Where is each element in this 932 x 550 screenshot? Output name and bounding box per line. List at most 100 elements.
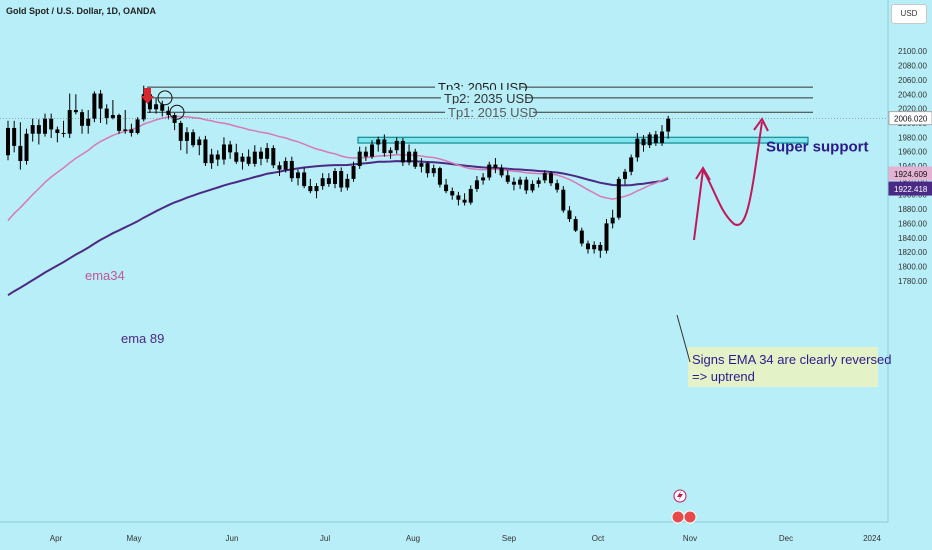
y-tick-label: 1840.00: [898, 234, 927, 243]
time-axis: Apr May Jun Jul Aug Sep Oct Nov Dec 2024: [50, 534, 882, 543]
x-tick-label: Oct: [592, 534, 605, 543]
candle-body: [425, 163, 430, 174]
x-tick-label: Nov: [683, 534, 697, 543]
candle-body: [246, 156, 251, 164]
candle-body: [191, 132, 196, 146]
candle-body: [419, 163, 424, 167]
y-tick-label: 1780.00: [898, 277, 927, 286]
candle-body: [123, 129, 128, 131]
y-tick-label: 1860.00: [898, 219, 927, 228]
candle-body: [573, 219, 578, 231]
candle-body: [456, 195, 461, 200]
candle-body: [141, 94, 146, 120]
x-tick-label: 2024: [863, 534, 881, 543]
price-axis: 1780.00 1800.00 1820.00 1840.00 1860.00 1880.…: [0, 47, 932, 286]
candle-body: [209, 154, 214, 164]
candle-body: [462, 199, 467, 203]
candle-body: [666, 118, 671, 132]
candle-body: [117, 115, 122, 131]
candle-body: [542, 173, 547, 181]
y-tick-label: 1940.00: [898, 162, 927, 171]
lightning-glyph-icon: [677, 491, 683, 501]
price-tag-last: [888, 111, 932, 126]
candle-body: [184, 132, 189, 141]
candle-body: [110, 115, 115, 118]
candle-body: [73, 110, 78, 113]
candle-body: [197, 139, 202, 146]
candle-body: [302, 172, 307, 187]
y-tick-label: 2100.00: [898, 47, 927, 56]
candle-body: [524, 179, 529, 191]
y-tick-label: 1920.00: [898, 176, 927, 185]
candle-body: [55, 129, 60, 133]
candle-body: [474, 180, 479, 189]
candle-body: [43, 118, 48, 134]
price-tag-text: 1924.609: [894, 170, 928, 179]
highlight-circle-icon: [169, 104, 185, 120]
red-down-arrow-icon: [141, 88, 154, 104]
candle-body: [30, 125, 35, 134]
x-tick-label: Dec: [779, 534, 793, 543]
projection-path: [693, 121, 763, 241]
candle-body: [555, 183, 560, 190]
candle-body: [129, 129, 134, 133]
candle-body: [252, 151, 257, 164]
candle-body: [548, 173, 553, 184]
x-tick-label: Aug: [406, 534, 420, 543]
candle-body: [382, 139, 387, 154]
candle-body: [635, 138, 640, 158]
candle-body: [407, 151, 412, 163]
us-flag-event-icon: [683, 510, 697, 524]
candle-body: [394, 140, 399, 151]
candle-body: [277, 165, 282, 170]
candle-body: [160, 104, 165, 111]
candle-body: [283, 160, 288, 170]
y-tick-label: 2080.00: [898, 62, 927, 71]
candle-body: [536, 180, 541, 184]
candle-body: [598, 244, 603, 251]
candle-body: [80, 112, 85, 126]
candle-body: [228, 144, 233, 153]
candle-body: [36, 125, 41, 134]
candle-body: [240, 156, 245, 162]
ema34-line: [7, 115, 669, 221]
candle-body: [481, 177, 486, 181]
candle-body: [351, 166, 356, 179]
note-box: [688, 347, 878, 387]
candle-body: [258, 151, 263, 159]
candle-body: [221, 144, 226, 160]
candle-body: [289, 160, 294, 179]
price-tag-ema89: [888, 181, 932, 196]
candle-body: [561, 189, 566, 211]
note-pointer-line: [676, 314, 691, 363]
tp-level-label-bg: [445, 104, 533, 121]
y-tick-label: 1800.00: [898, 262, 927, 271]
highlight-circle-icon: [157, 90, 173, 106]
candle-body: [444, 184, 449, 192]
y-tick-label: 2020.00: [898, 105, 927, 114]
candle-body: [450, 191, 455, 196]
candle-body: [567, 210, 572, 220]
candle-body: [629, 157, 634, 172]
y-tick-label: 1980.00: [898, 133, 927, 142]
candle-body: [147, 94, 152, 110]
candle-body: [67, 110, 72, 134]
projection-arrowhead-1: [695, 166, 711, 181]
candle-body: [86, 118, 91, 126]
note-text-line1: Signs EMA 34 are clearly reversed: [692, 352, 891, 367]
candle-body: [154, 104, 159, 110]
support-zone-box: [357, 136, 809, 144]
candle-body: [104, 108, 109, 118]
candle-body: [345, 178, 350, 188]
currency-button[interactable]: USD: [891, 4, 927, 24]
candle-body: [468, 188, 473, 203]
ema-layer: ema34 ema 89: [7, 115, 669, 346]
candle-body: [400, 140, 405, 163]
y-tick-label: 2060.00: [898, 76, 927, 85]
candle-body: [623, 171, 627, 179]
candle-body: [647, 134, 652, 146]
candle-body: [326, 178, 331, 184]
candle-body: [6, 127, 10, 156]
tp-level-label: Tp2: 2035 USD: [444, 91, 534, 106]
